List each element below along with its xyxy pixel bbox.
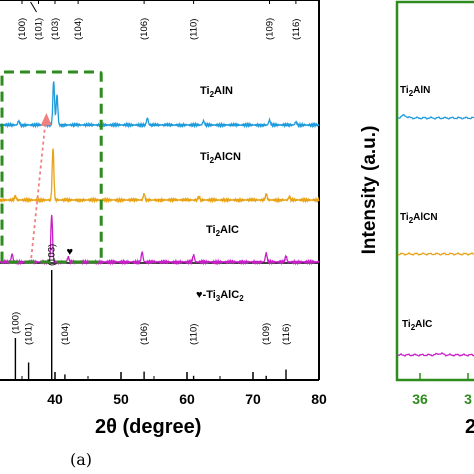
reference-hkl-label: (104) (60, 323, 71, 345)
reference-hkl-label: (116) (281, 324, 292, 345)
top-hkl-label: (101) (34, 18, 45, 40)
zoom-x-axis-title-partial: 2 (465, 416, 474, 438)
zoom-x-tick-label: 36 (412, 391, 428, 407)
top-hkl-labels: (100) (101) (103) (104) (106) (110) (109) (116) (17, 0, 302, 40)
peak-shift-arrowhead (40, 113, 52, 126)
top-hkl-label: (109) (265, 18, 276, 40)
panel-b-partial: Intensity (a.u.) Ti2AlN Ti2AlCN Ti2AlC 3… (359, 0, 474, 438)
x-tick-label: 70 (245, 391, 261, 407)
x-tick-label: 60 (179, 391, 195, 407)
zoom-x-tick-label: 3 (464, 391, 472, 407)
label-ti2alc: Ti2AlC (206, 224, 239, 238)
label-ti3alc2-reference: ♥-Ti3AlC2 (196, 289, 244, 303)
zoom-label-ti2alc: Ti2AlC (402, 319, 432, 332)
reference-pattern: (100) (101) (103) (104) (106) (110) (109) (116) (10, 244, 292, 380)
x-tick-label: 80 (311, 391, 327, 407)
reference-hkl-label: (109) (261, 323, 272, 345)
panel-caption: (a) (70, 450, 92, 469)
top-hkl-label: (100) (17, 18, 28, 40)
peak-shift-arrow (30, 124, 46, 259)
x-axis-title: 2θ (degree) (95, 416, 201, 438)
x-tick-label: 50 (113, 391, 129, 407)
top-hkl-label: (116) (291, 19, 302, 40)
xrd-series (0, 81, 320, 266)
zoom-panel-frame (395, 0, 474, 382)
reference-hkl-label: (110) (189, 324, 200, 345)
series-line-ti2alcn (0, 148, 320, 204)
zoom-label-ti2alcn: Ti2AlCN (400, 212, 438, 225)
zoom-series-line-ti2alcn (397, 252, 474, 256)
reference-hkl-label: (103) (47, 244, 58, 266)
zoom-series-line-ti2alc (397, 352, 474, 357)
label-ti2aln: Ti2AlN (200, 85, 233, 99)
label-ti2alcn: Ti2AlCN (200, 151, 241, 165)
reference-hkl-label: (106) (139, 323, 150, 345)
reference-hkl-label: (101) (24, 323, 35, 345)
zoom-series (397, 113, 474, 357)
x-tick-label: 40 (47, 391, 63, 407)
heart-marker-icon: ♥ (67, 246, 74, 258)
top-hkl-label: (104) (73, 18, 84, 40)
x-ticks: 40 50 60 70 80 (21, 372, 327, 407)
zoom-label-ti2aln: Ti2AlN (400, 85, 430, 98)
top-hkl-label: (110) (189, 19, 200, 40)
hkl-pointer (30, 1, 37, 13)
top-hkl-label: (103) (50, 18, 61, 40)
top-hkl-label: (106) (139, 18, 150, 40)
y-axis-title: Intensity (a.u.) (359, 126, 380, 255)
zoom-series-line-ti2aln (397, 113, 474, 120)
reference-hkl-label: (100) (10, 312, 21, 334)
zoom-x-ticks: 36 3 (412, 373, 472, 407)
panel-a: 40 50 60 70 80 (100) (101) (103) (104) (106) (110… (0, 0, 327, 469)
